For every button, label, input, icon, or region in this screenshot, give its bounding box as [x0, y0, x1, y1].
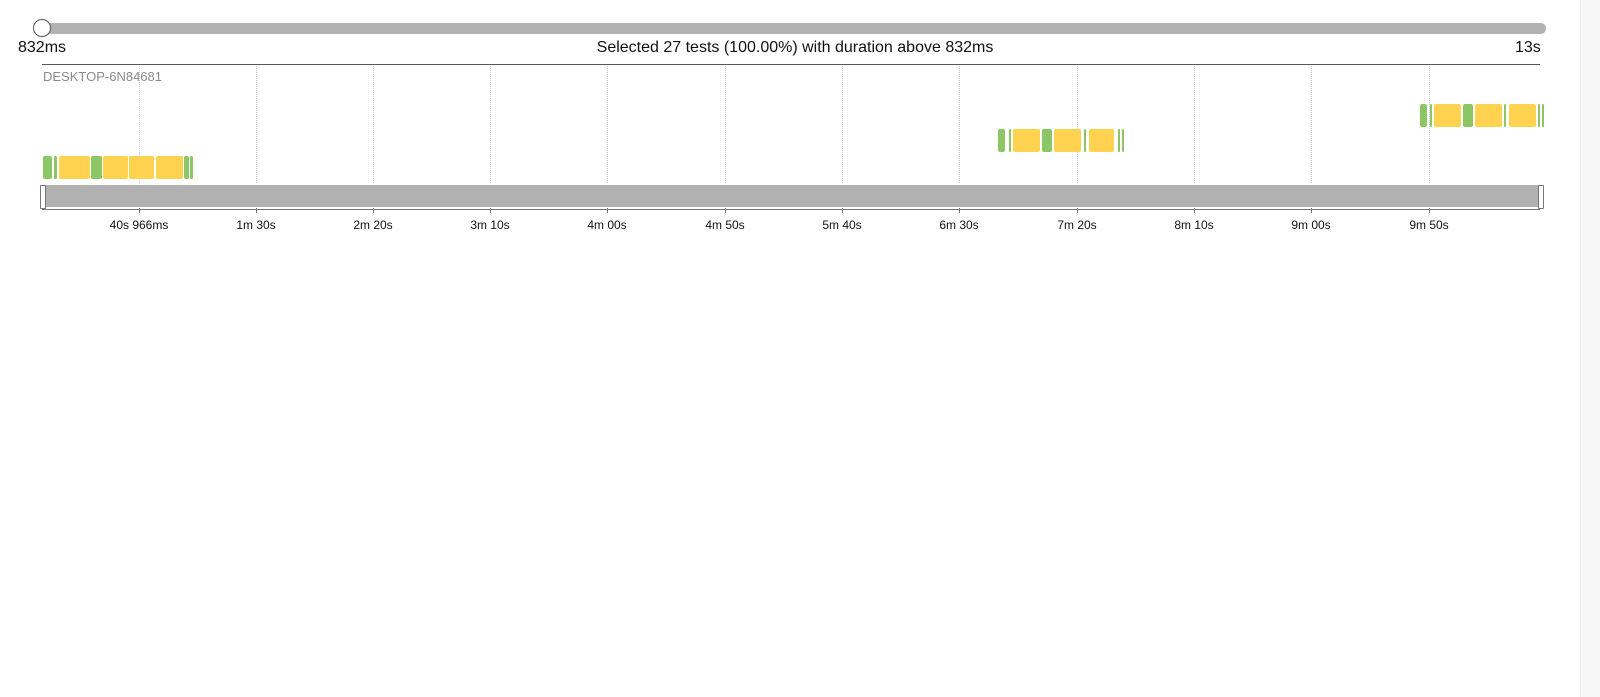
axis-tick-label: 8m 10s: [1174, 218, 1214, 232]
test-bar[interactable]: [1504, 104, 1506, 127]
test-bar[interactable]: [54, 156, 57, 179]
test-bar[interactable]: [1538, 104, 1540, 127]
axis-tick-label: 1m 30s: [236, 218, 276, 232]
axis-tick: [1077, 208, 1078, 213]
overview-brush-selection[interactable]: [43, 185, 1540, 207]
test-bar[interactable]: [1013, 129, 1040, 152]
axis-tick: [1194, 208, 1195, 213]
test-bar[interactable]: [1118, 129, 1120, 152]
brush-right-handle[interactable]: [1538, 185, 1544, 209]
axis-tick: [373, 208, 374, 213]
test-bar[interactable]: [43, 156, 52, 179]
test-bar[interactable]: [998, 129, 1005, 152]
axis-tick-label: 3m 10s: [470, 218, 510, 232]
duration-max-label: 13s: [1515, 39, 1541, 56]
test-bar[interactable]: [1009, 129, 1011, 152]
test-bar[interactable]: [1084, 129, 1086, 152]
selection-summary: Selected 27 tests (100.00%) with duratio…: [596, 39, 994, 56]
test-bar[interactable]: [103, 156, 128, 179]
axis-tick-label: 4m 50s: [705, 218, 745, 232]
test-bar[interactable]: [1420, 104, 1427, 127]
axis-tick-label: 2m 20s: [353, 218, 393, 232]
axis-tick: [959, 208, 960, 213]
grid-line: [959, 66, 960, 183]
test-bar[interactable]: [1509, 104, 1536, 127]
axis-tick: [607, 208, 608, 213]
axis-tick: [139, 208, 140, 213]
duration-min-label: 832ms: [18, 39, 67, 56]
duration-slider-track[interactable]: [42, 23, 1546, 34]
grid-line: [725, 66, 726, 183]
grid-line: [842, 66, 843, 183]
grid-line: [256, 66, 257, 183]
test-bar[interactable]: [156, 156, 183, 179]
axis-tick-label: 5m 40s: [822, 218, 862, 232]
timeline-header-divider: [42, 64, 1540, 65]
test-bar[interactable]: [1542, 104, 1544, 127]
test-bar[interactable]: [1042, 129, 1052, 152]
grid-line: [1311, 66, 1312, 183]
axis-tick: [490, 208, 491, 213]
axis-tick: [1429, 208, 1430, 213]
grid-line: [1077, 66, 1078, 183]
test-bar[interactable]: [1089, 129, 1114, 152]
axis-tick-label: 9m 00s: [1291, 218, 1331, 232]
scrollbar-gutter[interactable]: [1580, 0, 1600, 697]
test-bar[interactable]: [1463, 104, 1473, 127]
grid-line: [607, 66, 608, 183]
axis-tick: [842, 208, 843, 213]
test-bar[interactable]: [184, 156, 189, 179]
axis-tick-label: 7m 20s: [1057, 218, 1097, 232]
axis-tick-label: 9m 50s: [1409, 218, 1449, 232]
test-bar[interactable]: [59, 156, 90, 179]
test-bar[interactable]: [1122, 129, 1124, 152]
host-label: DESKTOP-6N84681: [43, 69, 162, 84]
test-bar[interactable]: [91, 156, 102, 179]
grid-line: [1194, 66, 1195, 183]
duration-slider-thumb[interactable]: [33, 19, 51, 37]
axis-tick: [1311, 208, 1312, 213]
grid-line: [139, 66, 140, 183]
test-bar[interactable]: [1475, 104, 1502, 127]
test-bar[interactable]: [1054, 129, 1081, 152]
grid-line: [1429, 66, 1430, 183]
grid-line: [373, 66, 374, 183]
time-axis-line: [42, 209, 1540, 210]
axis-tick: [725, 208, 726, 213]
test-bar[interactable]: [1434, 104, 1461, 127]
axis-tick: [256, 208, 257, 213]
axis-tick-label: 6m 30s: [939, 218, 979, 232]
brush-left-handle[interactable]: [40, 185, 46, 209]
test-bar[interactable]: [1430, 104, 1432, 127]
test-bar[interactable]: [190, 156, 193, 179]
grid-line: [490, 66, 491, 183]
test-bar[interactable]: [129, 156, 154, 179]
axis-tick-label: 40s 966ms: [109, 218, 169, 232]
axis-tick-label: 4m 00s: [587, 218, 627, 232]
